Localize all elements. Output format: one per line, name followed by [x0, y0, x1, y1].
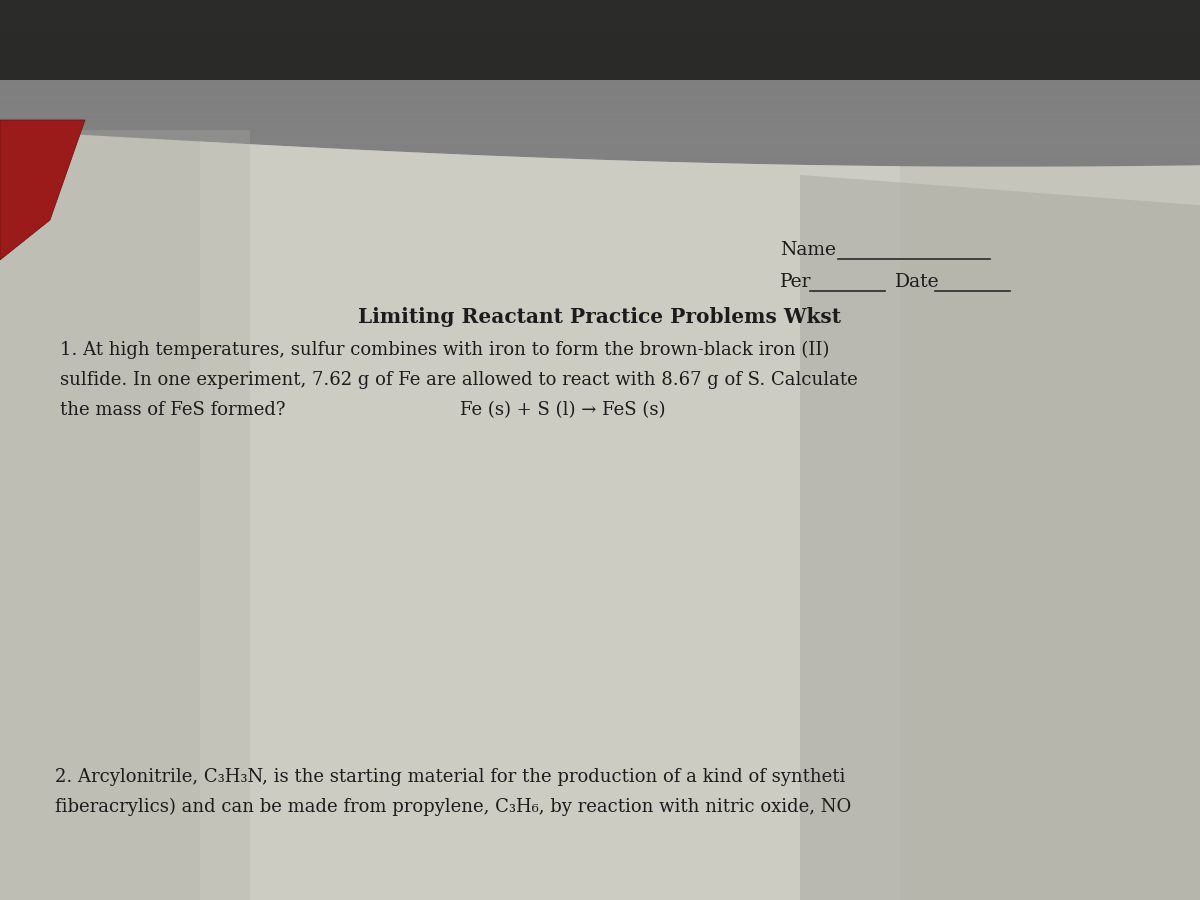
Text: Name: Name	[780, 241, 836, 259]
Text: Fe (s) + S (l) → FeS (s): Fe (s) + S (l) → FeS (s)	[460, 401, 666, 419]
Polygon shape	[0, 130, 250, 900]
Polygon shape	[0, 120, 85, 260]
Polygon shape	[0, 86, 1200, 89]
Polygon shape	[0, 0, 1200, 80]
Text: Per: Per	[780, 273, 811, 291]
Polygon shape	[0, 130, 1200, 900]
Polygon shape	[0, 89, 1200, 92]
Text: fiberacrylics) and can be made from propylene, C₃H₆, by reaction with nitric oxi: fiberacrylics) and can be made from prop…	[55, 797, 851, 816]
Text: 2. Arcylonitrile, C₃H₃N, is the starting material for the production of a kind o: 2. Arcylonitrile, C₃H₃N, is the starting…	[55, 768, 845, 786]
Text: 1. At high temperatures, sulfur combines with iron to form the brown-black iron : 1. At high temperatures, sulfur combines…	[60, 341, 829, 359]
Text: Date: Date	[895, 273, 940, 291]
Polygon shape	[800, 175, 1200, 900]
Text: the mass of FeS formed?: the mass of FeS formed?	[60, 401, 286, 419]
Text: sulfide. In one experiment, 7.62 g of Fe are allowed to react with 8.67 g of S. : sulfide. In one experiment, 7.62 g of Fe…	[60, 371, 858, 389]
Polygon shape	[0, 80, 1200, 83]
Polygon shape	[200, 141, 900, 900]
Text: Limiting Reactant Practice Problems Wkst: Limiting Reactant Practice Problems Wkst	[359, 307, 841, 327]
Polygon shape	[0, 83, 1200, 86]
